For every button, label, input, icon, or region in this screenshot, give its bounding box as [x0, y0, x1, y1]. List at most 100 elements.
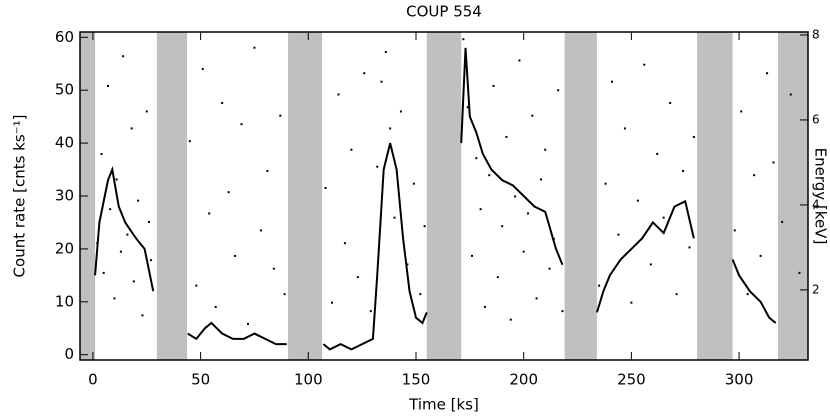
- photon-dot: [623, 127, 626, 130]
- x-tick-label: 200: [509, 371, 538, 389]
- x-tick-label: 150: [402, 371, 431, 389]
- photon-dot: [483, 305, 486, 308]
- photon-dot: [324, 186, 327, 189]
- photon-dot: [214, 305, 217, 308]
- photon-dot: [535, 297, 538, 300]
- photon-dot: [132, 280, 135, 283]
- y2-axis-label: Energy [keV]: [812, 148, 830, 245]
- photon-dot: [531, 114, 534, 117]
- photon-dot: [113, 297, 116, 300]
- photon-dot: [272, 267, 275, 270]
- gap-band: [697, 32, 733, 360]
- y-tick-label: 20: [55, 239, 74, 257]
- gap-band: [777, 32, 808, 360]
- photon-dot: [221, 101, 224, 104]
- photon-dot: [283, 293, 286, 296]
- y-tick-label: 10: [55, 292, 74, 310]
- photon-dot: [539, 178, 542, 181]
- photon-dot: [630, 301, 633, 304]
- photon-dot: [514, 195, 517, 198]
- count-rate-line: [94, 47, 777, 351]
- x-axis-label: Time [ks]: [408, 396, 479, 414]
- photon-dot: [247, 322, 249, 325]
- photon-dot: [522, 250, 525, 253]
- photon-dot: [496, 276, 499, 279]
- photon-dot: [509, 318, 512, 321]
- photon-dot: [475, 157, 478, 160]
- photon-dot: [279, 114, 282, 117]
- gap-band: [156, 32, 188, 360]
- gap-band: [564, 32, 597, 360]
- gap-band: [288, 32, 323, 360]
- photon-dot: [195, 284, 198, 287]
- photon-dot: [208, 212, 211, 215]
- photon-dot: [544, 148, 547, 151]
- x-tick-label: 0: [88, 371, 98, 389]
- y-tick-label: 50: [55, 81, 74, 99]
- photon-dot: [253, 46, 256, 49]
- photon-dot: [466, 106, 469, 109]
- photon-dot: [96, 242, 99, 245]
- photon-dot: [122, 55, 125, 58]
- photon-dot: [688, 246, 691, 249]
- photon-dot: [649, 263, 652, 266]
- photon-dot: [759, 254, 762, 257]
- photon-dot: [675, 293, 678, 296]
- photon-dot: [692, 135, 695, 138]
- photon-dot: [766, 72, 769, 75]
- photon-dot: [682, 169, 685, 172]
- photon-dot: [488, 174, 491, 177]
- photon-dot: [406, 263, 409, 266]
- photon-dot: [337, 93, 340, 96]
- photon-dot: [527, 212, 529, 215]
- y-tick-label: 30: [55, 187, 74, 205]
- photon-dot: [740, 110, 743, 113]
- photon-dot: [141, 314, 144, 317]
- photon-dot: [505, 135, 508, 138]
- photon-dot: [548, 267, 551, 270]
- photon-dot: [350, 148, 353, 151]
- photon-dot: [201, 67, 204, 70]
- photon-dot: [109, 208, 112, 211]
- photon-dot: [343, 242, 346, 245]
- photon-dot: [798, 271, 801, 274]
- photon-dot: [552, 237, 555, 240]
- photon-dot: [393, 216, 396, 219]
- photon-dot: [636, 199, 639, 202]
- y2-tick-label: 8: [812, 27, 820, 41]
- x-tick-label: 250: [617, 371, 646, 389]
- photon-dot: [266, 169, 269, 172]
- y-tick-label: 0: [64, 345, 74, 363]
- photon-dot: [126, 233, 129, 236]
- photon-dot: [492, 84, 495, 87]
- x-tick-label: 100: [294, 371, 323, 389]
- photon-dot: [604, 182, 607, 185]
- photon-dot: [107, 84, 109, 87]
- chart-title: COUP 554: [406, 3, 482, 21]
- photon-dot: [369, 310, 372, 313]
- photon-dot: [150, 259, 153, 262]
- photon-dot: [376, 165, 379, 168]
- photon-dot: [643, 63, 646, 66]
- photon-dot: [145, 110, 148, 113]
- y2-tick-label: 6: [812, 112, 820, 126]
- photon-dot: [423, 225, 426, 228]
- photon-dot: [561, 310, 564, 313]
- photon-dot: [419, 293, 422, 296]
- photon-dot: [119, 250, 122, 253]
- y2-tick-label: 2: [812, 282, 820, 296]
- photon-dot: [462, 38, 465, 41]
- photon-dot: [356, 276, 359, 279]
- y-axis-label: Count rate [cnts ks⁻¹]: [11, 115, 29, 278]
- photon-dot: [331, 301, 333, 304]
- y-tick-label: 40: [55, 134, 74, 152]
- x-tick-label: 300: [725, 371, 754, 389]
- photon-dot: [656, 152, 659, 155]
- photon-dot: [412, 182, 415, 185]
- photon-dot: [384, 50, 387, 53]
- photon-dot: [662, 216, 665, 219]
- photon-dot: [518, 59, 521, 62]
- photon-dot: [389, 127, 392, 130]
- photon-dot: [746, 293, 749, 296]
- photon-dot: [234, 254, 237, 257]
